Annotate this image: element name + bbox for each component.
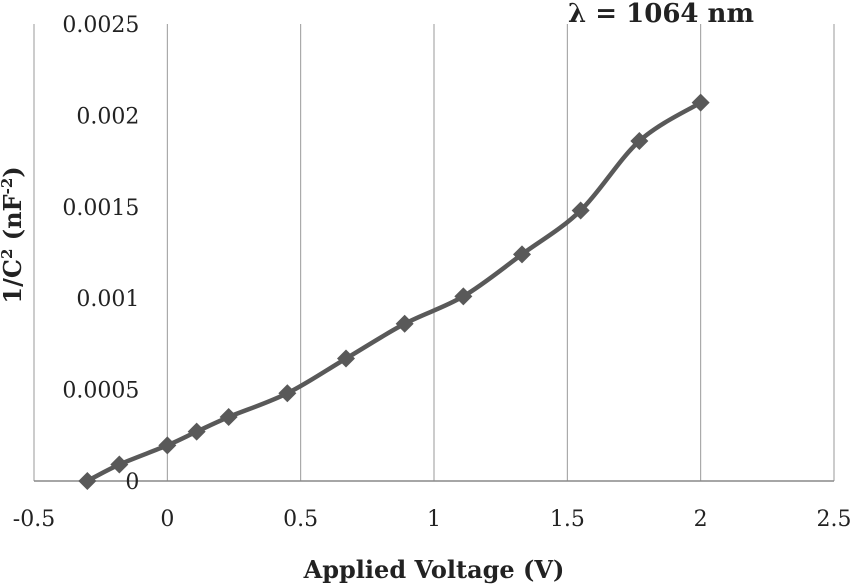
data-point-marker [187, 422, 206, 441]
grid [33, 24, 835, 481]
x-tick-label: 1.5 [550, 507, 585, 532]
wavelength-annotation: λ = 1064 nm [568, 0, 754, 29]
y-tick-labels: 0 0.0005 0.001 0.0015 0.002 0.0025 [62, 13, 139, 495]
y-tick-label: 0 [125, 470, 139, 495]
data-point-marker [219, 408, 238, 427]
data-point-marker [78, 472, 97, 490]
x-tick-label: 2.5 [817, 507, 850, 532]
data-point-marker [278, 384, 297, 403]
data-point-marker [110, 455, 129, 474]
series-line [86, 100, 702, 484]
data-point-marker [571, 201, 590, 220]
data-point-marker [454, 287, 473, 306]
y-axis-title-main: 1/C [0, 259, 27, 304]
y-tick-label: 0.001 [76, 287, 139, 312]
data-point-marker [158, 436, 177, 455]
y-axis-title-sup1: 2 [0, 249, 16, 259]
data-point-marker [630, 131, 649, 150]
x-tick-label: 1 [427, 507, 441, 532]
series-group [78, 93, 710, 490]
y-tick-label: 0.0015 [62, 196, 139, 221]
y-tick-label: 0.0005 [62, 379, 139, 404]
x-tick-label: 0.5 [283, 507, 318, 532]
y-axis-title-end: ) [0, 166, 27, 177]
y-tick-label: 0.0025 [62, 13, 139, 38]
x-axis-title: Applied Voltage (V) [303, 555, 565, 584]
y-axis-title: 1/C2 (nF-2) [0, 166, 27, 303]
x-tick-label: -0.5 [13, 507, 55, 532]
data-point-marker [691, 93, 710, 112]
y-tick-label: 0.002 [76, 104, 139, 129]
data-point-marker [395, 314, 414, 333]
y-axis-title-mid: (nF [0, 194, 27, 248]
y-axis-title-sup2: -2 [0, 178, 16, 195]
x-tick-label: 2 [694, 507, 708, 532]
x-tick-label: 0 [160, 507, 174, 532]
data-point-marker [337, 349, 355, 368]
data-point-marker [513, 245, 531, 264]
x-tick-labels: -0.5 0 0.5 1 1.5 2 2.5 [13, 507, 850, 532]
